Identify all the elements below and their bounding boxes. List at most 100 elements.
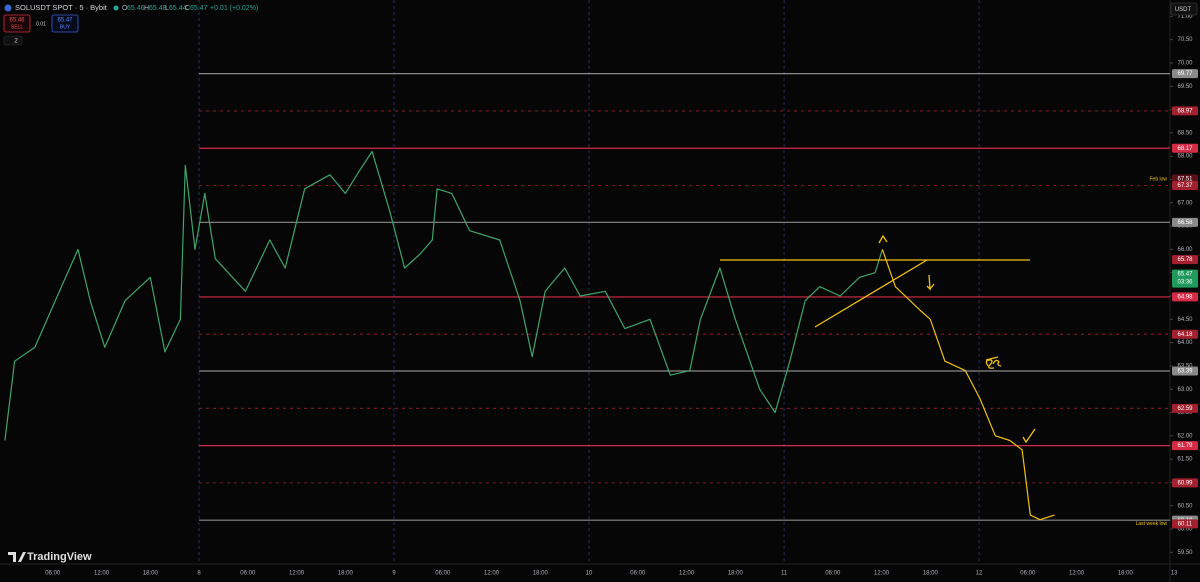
x-tick-label: 12 [976, 571, 983, 577]
level-label: 66.58 [1177, 220, 1193, 226]
level-label: 67.51 [1177, 177, 1193, 183]
y-tick-label: 60.00 [1177, 527, 1193, 533]
level-label: 67.37 [1177, 183, 1193, 189]
level-box [1172, 366, 1198, 376]
y-tick-label: 59.50 [1177, 550, 1193, 556]
plot [4, 150, 1055, 521]
currency: USDT [1175, 7, 1192, 13]
status-dot [113, 5, 119, 11]
level-label: 69.77 [1177, 71, 1193, 77]
y-tick-label: 60.50 [1177, 503, 1193, 509]
sell-price: 65.46 [9, 18, 25, 24]
level-label: 64.18 [1177, 332, 1193, 338]
level-box [1172, 106, 1198, 116]
sell-label: SELL [11, 24, 23, 30]
x-tick-label: 06:00 [240, 571, 256, 577]
y-tick-label: 64.00 [1177, 340, 1193, 346]
level-note: Feb low [1149, 176, 1167, 182]
x-tick-label: 12:00 [94, 571, 110, 577]
level-box [1172, 69, 1198, 79]
symbol-icon [4, 4, 12, 12]
level-box [1172, 519, 1198, 529]
level-label: 68.97 [1177, 109, 1193, 115]
levels [199, 73, 1170, 521]
ohlc-value: 65.48 [149, 5, 167, 12]
level-label: 62.59 [1177, 406, 1193, 412]
y-tick-label: 64.50 [1177, 317, 1193, 323]
ohlc-key: H [144, 5, 149, 12]
y-tick-label: 70.00 [1177, 61, 1193, 67]
x-tick-label: 06:00 [45, 571, 61, 577]
y-tick-label: 70.50 [1177, 37, 1193, 43]
y-tick-label: 63.50 [1177, 363, 1193, 369]
level-box [1172, 217, 1198, 227]
level-label: 68.17 [1177, 146, 1193, 152]
sell-button[interactable] [3, 14, 31, 33]
symbol: SOLUSDT SPOT · 5 · Bybit [15, 3, 108, 12]
level-label: 64.98 [1177, 294, 1193, 300]
ohlc-key: O [122, 5, 128, 12]
scribble [878, 234, 888, 244]
y-tick-label: 63.00 [1177, 387, 1193, 393]
price-line [4, 150, 883, 441]
indicators-count: 2 [14, 39, 18, 45]
scribble [985, 356, 1002, 369]
x-tick-label: 06:00 [435, 571, 451, 577]
x-tick-label: 12:00 [289, 571, 305, 577]
y-tick-label: 66.00 [1177, 247, 1193, 253]
x-tick-label: 18:00 [338, 571, 354, 577]
x-tick-label: 12:00 [1069, 571, 1085, 577]
header: SOLUSDT SPOT · 5 · Bybit O 65.46 H 65.48… [3, 2, 1198, 46]
x-tick-label: 06:00 [630, 571, 646, 577]
y-tick-label: 69.50 [1177, 84, 1193, 90]
scribble [1022, 428, 1036, 444]
logo: TradingView [8, 551, 92, 563]
level-label: 63.39 [1177, 369, 1193, 375]
x-tick-label: 13 [1171, 571, 1178, 577]
level-label: 65.47 [1177, 272, 1193, 278]
currency-select[interactable] [1170, 2, 1198, 16]
drawings [720, 234, 1036, 444]
x-tick-label: 18:00 [1118, 571, 1134, 577]
level-box [1172, 403, 1198, 413]
grid [198, 0, 980, 564]
y-tick-label: 71.00 [1177, 14, 1193, 20]
x-tick-label: 12:00 [679, 571, 695, 577]
logo-mark [8, 552, 26, 562]
x-tick-label: 12:00 [484, 571, 500, 577]
level-note: Last week low [1136, 521, 1168, 527]
logo-text: TradingView [27, 551, 92, 563]
ohlc-value: 65.44 [169, 5, 187, 12]
level-box [1172, 255, 1198, 265]
level-label: 61.79 [1177, 443, 1193, 449]
ohlc-value: 65.46 [127, 5, 145, 12]
level-sublabel: 03:36 [1177, 280, 1193, 286]
indicators-toggle[interactable] [3, 35, 23, 46]
level-box [1172, 478, 1198, 488]
x-tick-label: 06:00 [1020, 571, 1036, 577]
level-label: 65.78 [1177, 257, 1193, 263]
y-tick-label: 67.00 [1177, 200, 1193, 206]
level-box [1172, 441, 1198, 451]
scribble [926, 274, 935, 291]
y-tick-label: 68.00 [1177, 154, 1193, 160]
y-tick-label: 62.50 [1177, 410, 1193, 416]
x-tick-label: 10 [586, 571, 593, 577]
change: +0.01 (+0.02%) [210, 5, 258, 12]
spread: 0.01 [36, 21, 46, 27]
level-box [1172, 269, 1198, 288]
x-tick-label: 18:00 [143, 571, 159, 577]
x-tick-label: 18:00 [728, 571, 744, 577]
level-box [1172, 143, 1198, 153]
buy-price: 65.47 [57, 18, 73, 24]
buy-button[interactable] [51, 14, 79, 33]
axes: 59.5060.0060.5061.0061.5062.0062.5063.00… [45, 14, 1198, 577]
level-box [1172, 329, 1198, 339]
y-tick-label: 61.50 [1177, 457, 1193, 463]
level-box [1172, 292, 1198, 302]
x-tick-label: 11 [781, 571, 788, 577]
x-tick-label: 8 [197, 571, 201, 577]
